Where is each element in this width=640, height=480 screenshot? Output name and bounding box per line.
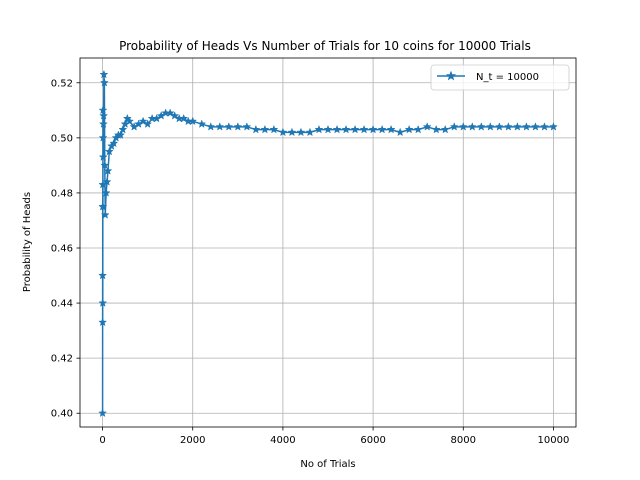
legend-star-marker xyxy=(445,70,457,81)
data-point-marker xyxy=(359,124,369,134)
data-point-marker xyxy=(224,122,234,131)
data-point-marker xyxy=(98,119,108,128)
x-tick-label: 10000 xyxy=(538,435,570,446)
data-point-marker xyxy=(118,124,128,134)
data-point-marker xyxy=(467,122,477,131)
data-point-marker xyxy=(125,116,135,126)
data-point-marker xyxy=(98,201,108,211)
data-point-marker xyxy=(116,130,126,139)
legend-label: N_t = 10000 xyxy=(476,72,539,83)
data-point-marker xyxy=(98,298,108,307)
plot-frame xyxy=(79,57,577,428)
x-tick-label: 2000 xyxy=(180,435,205,446)
data-point-marker xyxy=(98,105,108,115)
data-point-marker xyxy=(431,124,441,134)
y-tick-label: 0.42 xyxy=(51,354,73,365)
data-point-marker xyxy=(503,122,513,131)
data-point-marker xyxy=(530,122,540,131)
data-point-marker xyxy=(494,122,504,131)
data-point-marker xyxy=(233,122,243,131)
legend: N_t = 10000 xyxy=(430,64,570,91)
data-point-marker xyxy=(314,124,324,134)
data-point-marker xyxy=(422,122,432,131)
data-point-marker xyxy=(99,111,109,120)
y-tick-label: 0.40 xyxy=(51,409,73,420)
y-axis-ticks: 0.40 0.42 0.44 0.46 0.48 0.50 0.52 xyxy=(51,78,80,420)
data-point-marker xyxy=(104,146,114,156)
data-point-marker xyxy=(98,408,108,418)
x-axis-ticks: 0 2000 4000 6000 8000 10000 xyxy=(99,427,569,446)
x-tick-label: 6000 xyxy=(360,435,385,446)
data-point-marker xyxy=(98,270,108,280)
data-point-marker xyxy=(100,160,110,170)
data-point-marker xyxy=(165,108,175,117)
data-layer xyxy=(98,69,558,418)
y-tick-label: 0.50 xyxy=(51,133,73,144)
data-point-marker xyxy=(197,119,207,128)
data-point-marker xyxy=(101,188,111,197)
data-point-marker xyxy=(242,122,252,131)
data-point-marker xyxy=(98,133,108,142)
x-tick-label: 0 xyxy=(99,435,105,446)
data-point-marker xyxy=(109,138,119,148)
data-point-marker xyxy=(278,127,288,137)
y-tick-label: 0.48 xyxy=(51,188,73,199)
x-axis-label: No of Trials xyxy=(300,459,355,470)
y-tick-label: 0.52 xyxy=(51,78,73,89)
data-point-marker xyxy=(368,124,378,134)
data-point-marker xyxy=(99,69,109,79)
data-point-marker xyxy=(287,127,297,137)
data-point-marker xyxy=(476,122,486,131)
data-point-marker xyxy=(449,122,459,131)
data-point-marker xyxy=(188,116,198,126)
data-point-marker xyxy=(539,122,549,131)
data-point-marker xyxy=(548,122,558,131)
data-point-marker xyxy=(485,122,495,131)
data-point-marker xyxy=(99,78,109,87)
data-point-marker xyxy=(512,122,522,131)
data-point-marker xyxy=(260,124,270,134)
data-point-marker xyxy=(332,124,342,134)
data-point-marker xyxy=(440,124,450,134)
data-point-marker xyxy=(251,124,261,134)
data-point-marker xyxy=(170,111,180,120)
legend-box xyxy=(430,64,570,91)
data-point-marker xyxy=(458,122,468,131)
data-point-marker xyxy=(269,124,279,134)
data-point-marker xyxy=(350,124,360,134)
data-point-marker xyxy=(103,166,113,175)
data-point-marker xyxy=(138,116,148,126)
x-tick-label: 4000 xyxy=(270,435,295,446)
data-point-marker xyxy=(143,119,153,128)
data-point-marker xyxy=(323,124,333,134)
data-point-marker xyxy=(305,127,315,137)
x-tick-label: 8000 xyxy=(451,435,476,446)
data-point-marker xyxy=(341,124,351,134)
y-axis-label: Probability of Heads xyxy=(22,192,33,292)
data-point-marker xyxy=(386,124,396,134)
data-point-marker xyxy=(395,127,405,137)
data-point-marker xyxy=(179,113,189,123)
data-point-marker xyxy=(98,317,108,327)
data-point-marker xyxy=(296,127,306,137)
y-tick-label: 0.46 xyxy=(51,244,73,255)
data-point-marker xyxy=(102,177,112,186)
y-tick-label: 0.44 xyxy=(51,299,73,310)
data-point-marker xyxy=(206,122,216,131)
chart-title: Probability of Heads Vs Number of Trials… xyxy=(119,39,531,53)
data-point-marker xyxy=(100,210,110,219)
grid-layer xyxy=(80,58,576,427)
data-point-marker xyxy=(521,122,531,131)
data-point-marker xyxy=(413,124,423,134)
data-point-marker xyxy=(215,122,225,131)
data-point-marker xyxy=(98,152,108,161)
data-point-marker xyxy=(404,124,414,134)
data-point-marker xyxy=(377,124,387,134)
